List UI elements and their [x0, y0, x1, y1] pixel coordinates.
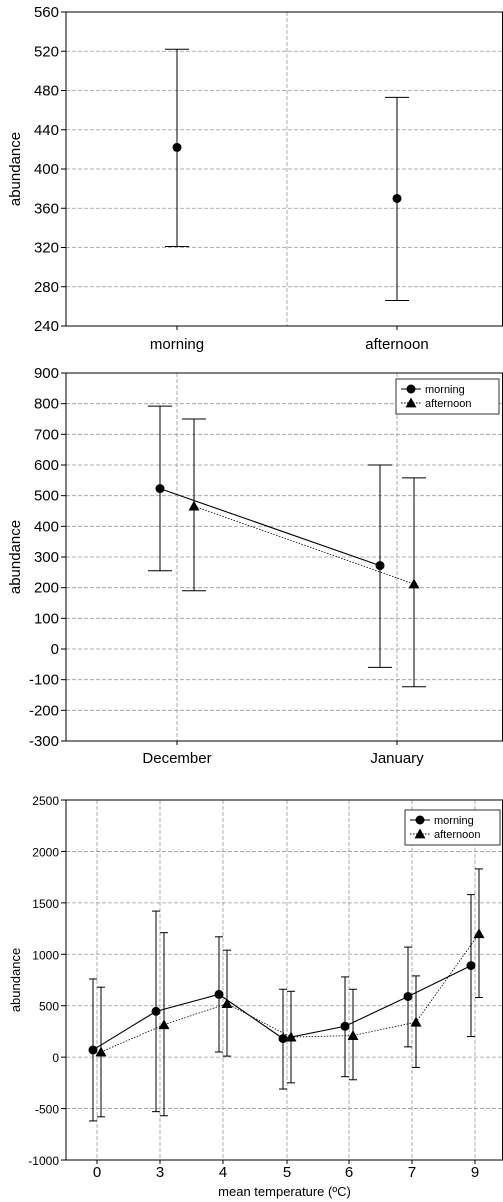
data-point-morning — [155, 484, 165, 494]
y-tick-label: 560 — [34, 4, 59, 21]
y-tick-label: 100 — [34, 610, 59, 627]
y-tick-label: 440 — [34, 122, 59, 139]
y-tick-label: -300 — [29, 733, 59, 750]
data-point-morning — [466, 961, 476, 971]
data-point-0 — [392, 193, 402, 203]
data-point-afternoon — [158, 1019, 170, 1030]
y-tick-label: 400 — [34, 161, 59, 178]
data-point-morning — [340, 1021, 350, 1031]
series-line-afternoon — [193, 505, 415, 585]
y-tick-label: 200 — [34, 580, 59, 597]
legend-label-afternoon: afternoon — [434, 829, 480, 841]
legend-marker-morning — [415, 815, 425, 825]
x-tick-label: 6 — [345, 1164, 353, 1181]
legend-label-morning: morning — [425, 384, 465, 396]
legend-marker-afternoon — [405, 397, 417, 408]
data-point-morning — [88, 1045, 98, 1055]
data-point-afternoon — [473, 928, 485, 939]
legend: morning afternoon — [404, 809, 501, 846]
series-line-morning — [159, 488, 381, 567]
y-tick-label: 300 — [34, 549, 59, 566]
x-tick-label: January — [370, 750, 424, 767]
y-tick-label: 520 — [34, 43, 59, 60]
x-tick-label: 0 — [93, 1164, 101, 1181]
data-point-afternoon — [188, 500, 200, 511]
y-tick-label: 320 — [34, 240, 59, 257]
y-tick-label: 900 — [34, 365, 59, 382]
data-point-0 — [172, 142, 182, 152]
x-axis-label: mean temperature (ºC) — [218, 1184, 351, 1199]
y-tick-label: -100 — [29, 672, 59, 689]
x-tick-label: 9 — [471, 1164, 479, 1181]
y-tick-label: 240 — [34, 318, 59, 335]
data-point-afternoon — [410, 1016, 422, 1027]
data-point-morning — [151, 1006, 161, 1016]
data-point-morning — [375, 561, 385, 571]
data-point-morning — [403, 991, 413, 1001]
data-point-morning — [214, 989, 224, 999]
legend-label-afternoon: afternoon — [425, 398, 471, 410]
y-axis-label: abundance — [7, 132, 24, 206]
data-point-afternoon — [221, 998, 233, 1009]
chart-panel-time-of-day: 240 280 320 360 400 440 480 520 560 morning aftern… — [7, 4, 503, 353]
x-tick-label: 3 — [156, 1164, 164, 1181]
y-axis-label: abundance — [7, 520, 24, 594]
data-point-morning — [278, 1034, 288, 1044]
y-tick-label: 1500 — [32, 897, 59, 911]
legend-marker-morning — [406, 384, 416, 394]
legend-marker-afternoon — [414, 828, 426, 839]
x-tick-label: December — [142, 750, 211, 767]
y-tick-label: -500 — [35, 1103, 59, 1117]
y-tick-label: 0 — [51, 641, 59, 658]
data-point-afternoon — [285, 1031, 297, 1042]
y-tick-label: -1000 — [28, 1154, 59, 1168]
chart-panel-month: -300 -200 -100 0 100 200 300 400 500 600 700 800 900… — [7, 365, 503, 767]
x-tick-label: morning — [150, 336, 204, 353]
y-tick-label: 360 — [34, 200, 59, 217]
legend-box — [395, 378, 500, 415]
y-tick-label: 2000 — [32, 845, 59, 859]
x-tick-label: afternoon — [365, 336, 428, 353]
x-tick-label: 5 — [283, 1164, 291, 1181]
data-point-afternoon — [347, 1030, 359, 1040]
y-tick-label: 700 — [34, 426, 59, 443]
y-tick-label: 500 — [39, 1000, 59, 1014]
y-tick-label: 600 — [34, 457, 59, 474]
x-tick-label: 4 — [219, 1164, 227, 1181]
data-point-afternoon — [408, 578, 420, 589]
y-tick-label: 0 — [52, 1051, 59, 1065]
y-tick-label: 800 — [34, 396, 59, 413]
y-tick-label: 400 — [34, 518, 59, 535]
y-tick-label: 500 — [34, 488, 59, 505]
y-axis-label: abundance — [8, 948, 23, 1012]
chart-panel-temperature: -1000 -500 0 500 1000 1500 2000 2500 0 3 4 5 6 7 9 abun… — [8, 794, 503, 1199]
y-tick-label: 2500 — [32, 794, 59, 808]
y-tick-label: -200 — [29, 702, 59, 719]
data-point-afternoon — [95, 1046, 107, 1057]
y-tick-label: 1000 — [32, 948, 59, 962]
legend-label-morning: morning — [434, 815, 474, 827]
x-tick-label: 7 — [408, 1164, 416, 1181]
y-tick-label: 280 — [34, 279, 59, 296]
plot-frame — [65, 799, 503, 1161]
y-tick-label: 480 — [34, 83, 59, 100]
legend: morning afternoon — [395, 378, 500, 415]
